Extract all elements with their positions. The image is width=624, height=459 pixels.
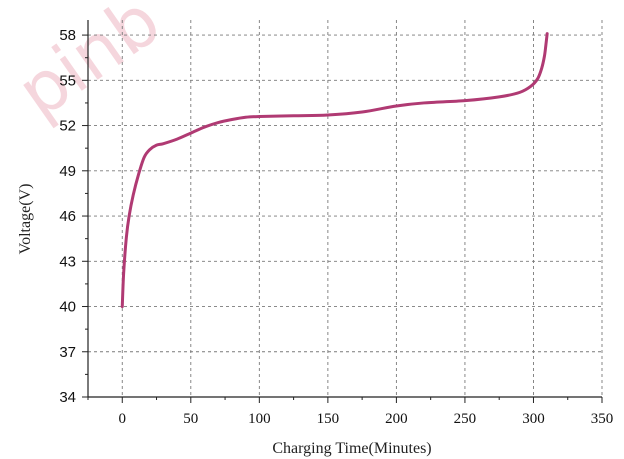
x-tick-label: 250: [454, 411, 477, 427]
x-tick-label: 200: [385, 411, 408, 427]
grid: [88, 20, 603, 397]
y-tick-label: 55: [59, 72, 76, 89]
x-tick-label: 100: [248, 411, 271, 427]
y-tick-label: 46: [59, 208, 76, 225]
watermark-text: pinb: [3, 0, 175, 134]
tick-labels: 0 50 100 150 200 250 300 350 34 37 40 43 46 49 52 55 58: [59, 27, 613, 427]
x-axis-title: Charging Time(Minutes): [272, 440, 431, 457]
x-tick-label: 350: [591, 411, 614, 427]
y-tick-label: 34: [59, 389, 76, 406]
series-layer: [120, 32, 549, 309]
y-tick-label: 58: [59, 27, 76, 44]
y-tick-label: 40: [59, 299, 76, 316]
axes: [82, 20, 603, 403]
voltage-series-line: [120, 32, 549, 309]
y-tick-label: 37: [59, 344, 76, 361]
x-tick-label: 300: [522, 411, 545, 427]
x-tick-label: 50: [183, 411, 198, 427]
y-tick-label: 43: [59, 253, 76, 270]
y-tick-label: 52: [59, 118, 76, 135]
y-tick-label: 49: [59, 163, 76, 180]
y-axis-title: Voltage(V): [17, 184, 34, 255]
x-tick-label: 0: [119, 411, 127, 427]
x-tick-label: 150: [317, 411, 340, 427]
